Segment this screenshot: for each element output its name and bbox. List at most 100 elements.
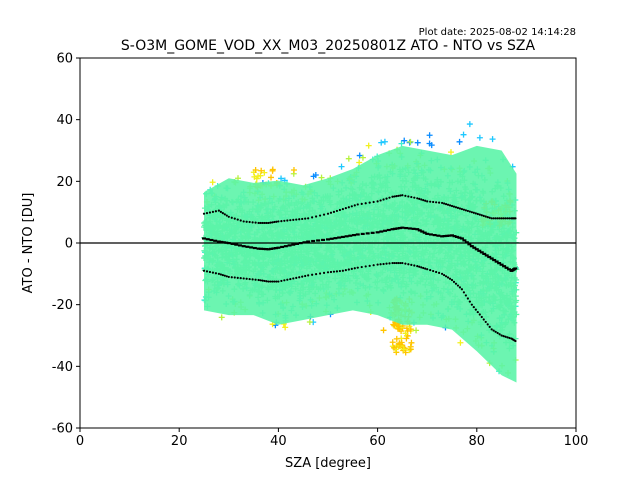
- upper-percentile-point: [494, 217, 497, 220]
- lower-percentile-point: [322, 271, 326, 275]
- median-point: [477, 249, 482, 252]
- upper-percentile-point: [486, 216, 489, 219]
- upper-percentile-point: [280, 220, 283, 223]
- lower-percentile-point: [407, 263, 410, 266]
- lower-percentile-point: [464, 294, 467, 297]
- lower-percentile-point: [468, 300, 471, 303]
- median-point: [489, 257, 494, 260]
- scatter-point: [356, 159, 363, 166]
- lower-percentile-point: [332, 270, 336, 273]
- median-point: [454, 235, 459, 239]
- median-point: [333, 237, 338, 240]
- median-point: [487, 255, 492, 259]
- median-point: [375, 231, 380, 234]
- lower-percentile-point: [329, 270, 333, 274]
- median-point: [379, 230, 384, 233]
- median-point: [383, 229, 388, 232]
- scatter-point: [466, 121, 473, 128]
- median-point: [221, 241, 226, 244]
- upper-percentile-point: [208, 211, 212, 214]
- lower-percentile-point: [202, 269, 206, 272]
- upper-percentile-point: [468, 210, 471, 213]
- median-point: [266, 248, 271, 251]
- upper-percentile-point: [458, 207, 462, 210]
- upper-percentile-point: [364, 202, 367, 205]
- scatter-point: [460, 131, 467, 138]
- scatter-point: [378, 139, 385, 146]
- median-point: [202, 237, 206, 240]
- median-point: [462, 239, 467, 242]
- median-point: [502, 265, 507, 268]
- lower-percentile-point: [442, 273, 446, 277]
- scatter-point: [345, 155, 352, 162]
- upper-percentile-point: [338, 208, 342, 212]
- upper-percentile-point: [225, 214, 228, 217]
- median-point: [230, 242, 235, 245]
- lower-percentile-point: [271, 280, 274, 283]
- median-point: [494, 260, 499, 263]
- lower-percentile-point: [399, 261, 402, 265]
- upper-percentile-point: [454, 206, 458, 209]
- lower-percentile-point: [440, 272, 444, 275]
- lower-percentile-point: [494, 330, 497, 333]
- upper-percentile-point: [478, 213, 481, 216]
- scatter-point: [426, 140, 433, 147]
- scatter-point: [407, 138, 414, 145]
- lower-percentile-point: [393, 261, 396, 265]
- median-point: [420, 230, 425, 233]
- median-point: [355, 233, 360, 236]
- upper-percentile-point: [318, 214, 322, 217]
- scatter-point: [447, 149, 454, 156]
- upper-percentile-point: [322, 213, 326, 216]
- lower-percentile-point: [498, 333, 501, 336]
- lower-percentile-point: [432, 269, 435, 273]
- upper-percentile-point: [482, 214, 485, 217]
- lower-percentile-point: [263, 279, 266, 283]
- chart-title: S-O3M_GOME_VOD_XX_M03_20250801Z ATO - NT…: [121, 38, 536, 54]
- upper-percentile-point: [410, 195, 413, 199]
- upper-percentile-point: [456, 206, 460, 209]
- upper-percentile-point: [466, 209, 469, 213]
- upper-percentile-point: [248, 220, 251, 224]
- lower-percentile-point: [500, 334, 503, 337]
- lower-percentile-point: [474, 308, 477, 311]
- scatter-point: [391, 322, 398, 329]
- median-point: [360, 232, 365, 236]
- upper-percentile-point: [283, 219, 286, 222]
- upper-percentile-point: [329, 211, 333, 214]
- upper-percentile-point: [476, 212, 479, 216]
- scatter-point: [398, 339, 405, 346]
- upper-percentile-point: [470, 211, 473, 214]
- upper-percentile-point: [301, 217, 304, 221]
- lower-percentile-point: [486, 323, 489, 326]
- upper-percentile-point: [424, 199, 427, 202]
- x-axis-label: SZA [degree]: [285, 456, 371, 471]
- upper-percentile-point: [242, 220, 245, 223]
- lower-percentile-point: [446, 276, 450, 279]
- scatter-point: [359, 154, 366, 161]
- lower-percentile-point: [280, 279, 283, 283]
- lower-percentile-point: [470, 303, 473, 306]
- upper-percentile-point: [472, 211, 475, 214]
- median-point: [365, 232, 370, 235]
- upper-percentile-point: [211, 210, 215, 213]
- upper-percentile-point: [227, 215, 230, 218]
- lower-percentile-point: [448, 277, 452, 280]
- median-point: [280, 245, 285, 249]
- lower-percentile-point: [311, 273, 314, 276]
- lower-percentile-point: [259, 279, 262, 282]
- lower-percentile-point: [379, 263, 382, 266]
- upper-percentile-point: [435, 201, 438, 204]
- scatter-point: [413, 327, 420, 334]
- plot-date: Plot date: 2025-08-02 14:14:28: [419, 27, 576, 38]
- lower-percentile-point: [504, 335, 507, 338]
- upper-percentile-point: [221, 211, 224, 215]
- lower-percentile-point: [444, 275, 448, 278]
- scatter-point: [400, 346, 407, 353]
- lower-percentile-point: [301, 275, 304, 278]
- lower-percentile-point: [372, 264, 375, 267]
- median-point: [415, 228, 420, 231]
- lower-percentile-point: [462, 291, 466, 294]
- median-point: [432, 233, 437, 237]
